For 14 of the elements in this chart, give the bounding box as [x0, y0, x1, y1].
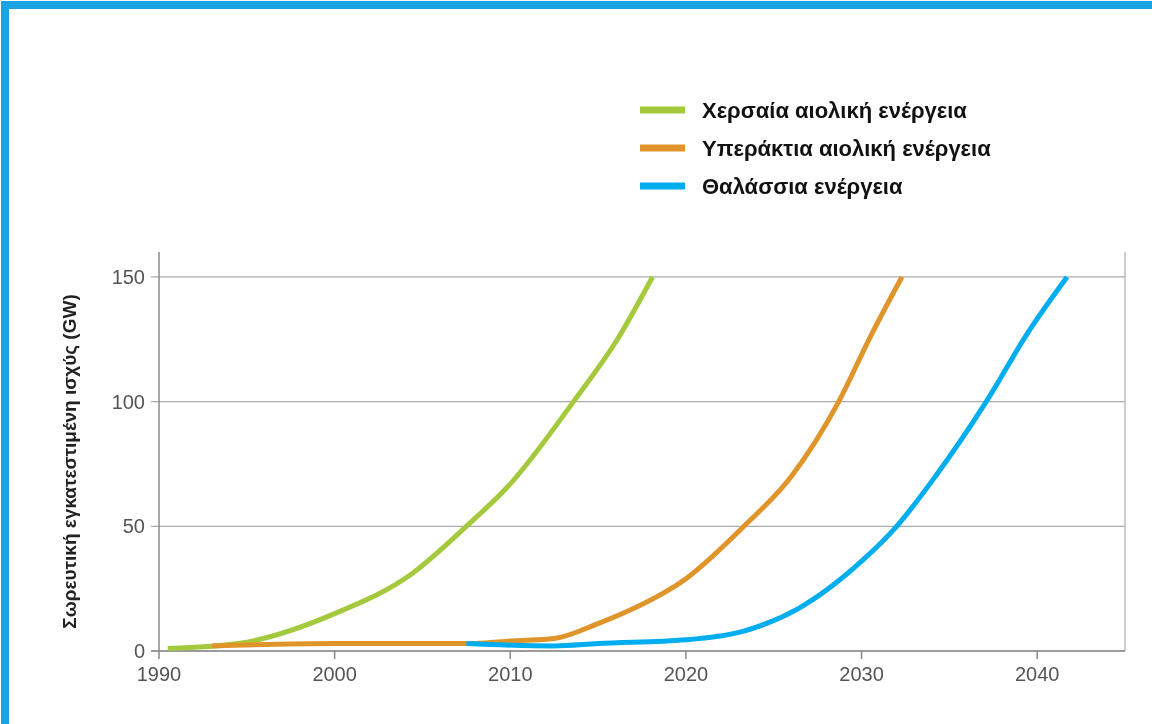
- legend-label: Χερσαία αιολική ενέργεια: [702, 98, 968, 123]
- x-tick-label: 2030: [839, 663, 884, 685]
- y-tick-label: 100: [111, 390, 145, 413]
- y-tick-label: 50: [122, 515, 145, 538]
- y-axis-title: Σωρευτική εγκατεστιμένη ισχύς (GW): [59, 294, 80, 629]
- legend-label: Θαλάσσια ενέργεια: [702, 174, 903, 199]
- x-tick-label: 2010: [488, 663, 533, 685]
- x-tick-label: 2020: [663, 663, 709, 685]
- x-tick-label: 2000: [312, 663, 357, 685]
- y-tick-label: 150: [111, 265, 145, 288]
- x-tick-label: 2040: [1014, 663, 1060, 685]
- legend-label: Υπεράκτια αιολική ενέργεια: [702, 136, 992, 161]
- x-tick-label: 1990: [136, 663, 182, 685]
- y-tick-label: 0: [133, 640, 145, 662]
